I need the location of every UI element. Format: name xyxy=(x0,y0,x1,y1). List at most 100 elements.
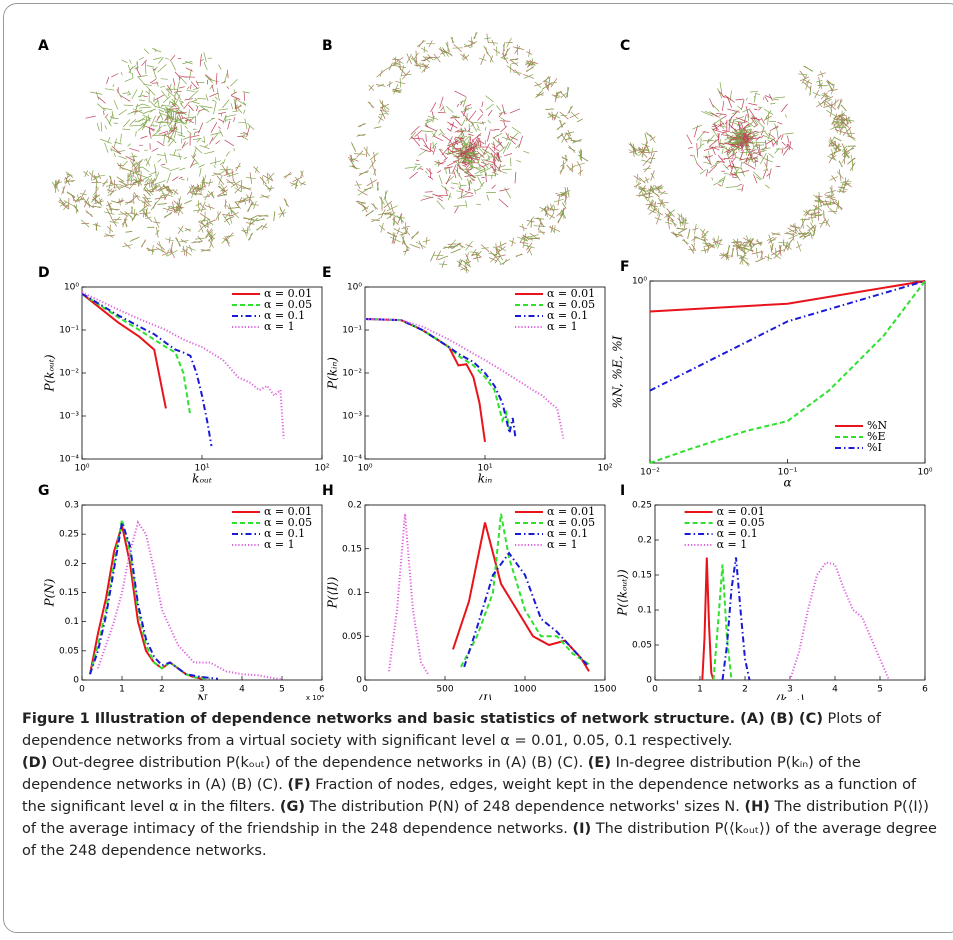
network-edge xyxy=(769,168,772,176)
network-edge xyxy=(493,162,502,172)
network-edge xyxy=(799,231,809,239)
network-edge xyxy=(243,216,255,221)
x-axis-label: α xyxy=(783,476,791,490)
network-edge xyxy=(458,137,463,142)
network-edge xyxy=(217,211,219,221)
x-tick-label: 500 xyxy=(436,685,453,695)
network-edge xyxy=(110,207,118,211)
network-edge xyxy=(472,139,479,150)
network-edge xyxy=(514,171,517,184)
legend-label: α = 0.05 xyxy=(717,516,765,529)
network-edge xyxy=(644,134,648,143)
network-edge xyxy=(717,133,720,146)
network-edge xyxy=(691,236,698,241)
network-edge xyxy=(845,145,855,155)
x-axis-label: kₒᵤₜ xyxy=(192,472,212,486)
network-edge xyxy=(818,221,827,225)
network-edge xyxy=(379,106,389,116)
series-line xyxy=(81,292,213,447)
network-edge xyxy=(805,80,809,91)
network-edge xyxy=(143,95,148,98)
network-edge xyxy=(393,57,404,64)
x-tick-label: 10² xyxy=(314,464,329,474)
network-edge xyxy=(242,91,250,94)
network-edge xyxy=(515,143,521,149)
network-edge xyxy=(177,196,182,207)
network-edge xyxy=(447,150,450,155)
network-edge xyxy=(717,124,727,128)
network-edge xyxy=(59,197,65,207)
network-edge xyxy=(571,140,579,142)
network-edge xyxy=(291,182,297,187)
network-edge xyxy=(696,162,703,171)
network-edge xyxy=(722,130,730,132)
network-edge xyxy=(509,136,518,141)
network-edge xyxy=(425,170,428,174)
network-edge xyxy=(833,148,842,154)
legend-label: α = 1 xyxy=(547,538,578,551)
y-tick-label: 0.25 xyxy=(59,530,79,540)
y-tick-label: 0.15 xyxy=(632,571,652,581)
network-edge xyxy=(392,218,399,225)
network-edge xyxy=(650,147,654,157)
network-edge xyxy=(728,119,731,131)
network-edge xyxy=(111,73,119,78)
network-edge xyxy=(238,121,246,124)
panel-label: H xyxy=(322,483,334,499)
network-edge xyxy=(208,203,212,211)
network-edge xyxy=(170,244,173,251)
network-edge xyxy=(703,244,715,247)
network-edge xyxy=(169,117,176,120)
network-edge xyxy=(454,140,458,143)
network-edge xyxy=(434,161,444,165)
network-edge xyxy=(138,99,145,101)
series-line xyxy=(97,520,283,681)
network-edge xyxy=(457,192,469,200)
network-edge xyxy=(461,119,466,126)
network-edge xyxy=(103,110,105,116)
network-edge xyxy=(829,208,837,215)
network-edge xyxy=(204,74,213,83)
network-edge xyxy=(522,236,530,239)
network-edge xyxy=(828,194,836,204)
network-edge xyxy=(724,142,737,147)
network-edge xyxy=(465,240,473,251)
network-edge xyxy=(143,175,153,180)
network-edge xyxy=(110,148,121,155)
network-edge xyxy=(470,162,473,166)
network-edge xyxy=(829,176,839,181)
network-edge xyxy=(665,221,673,225)
network-edge xyxy=(201,178,204,189)
network-edge xyxy=(169,83,172,89)
network-edge xyxy=(516,160,522,163)
network-edge xyxy=(749,109,755,118)
network-edge xyxy=(235,104,238,112)
network-edge xyxy=(234,187,242,193)
network-edge xyxy=(812,92,821,97)
x-tick-label: 10¹ xyxy=(194,464,209,474)
network-edge xyxy=(168,138,175,147)
network-edge xyxy=(158,185,168,192)
network-edge xyxy=(213,101,217,115)
network-edge xyxy=(462,107,467,117)
x-tick-label: 10¹ xyxy=(477,464,492,474)
caption-text: The distribution P(⟨I⟩) of the average i… xyxy=(22,799,929,837)
network-edge xyxy=(755,144,765,146)
network-edge xyxy=(439,96,444,109)
network-edge xyxy=(752,150,765,155)
network-edge xyxy=(842,116,852,124)
network-edge xyxy=(762,168,768,180)
network-edge xyxy=(63,200,74,207)
network-edge xyxy=(492,246,500,251)
network-edge xyxy=(258,214,269,217)
network-edge xyxy=(119,183,131,189)
legend-label: α = 0.01 xyxy=(547,287,595,300)
y-tick-label: 0.15 xyxy=(59,588,79,598)
network-edge xyxy=(718,177,725,182)
network-edge xyxy=(628,149,639,156)
network-edge xyxy=(709,138,719,147)
network-edge xyxy=(489,147,498,157)
network-edge xyxy=(641,143,650,148)
network-edge xyxy=(411,135,421,147)
network-edge xyxy=(496,152,500,160)
